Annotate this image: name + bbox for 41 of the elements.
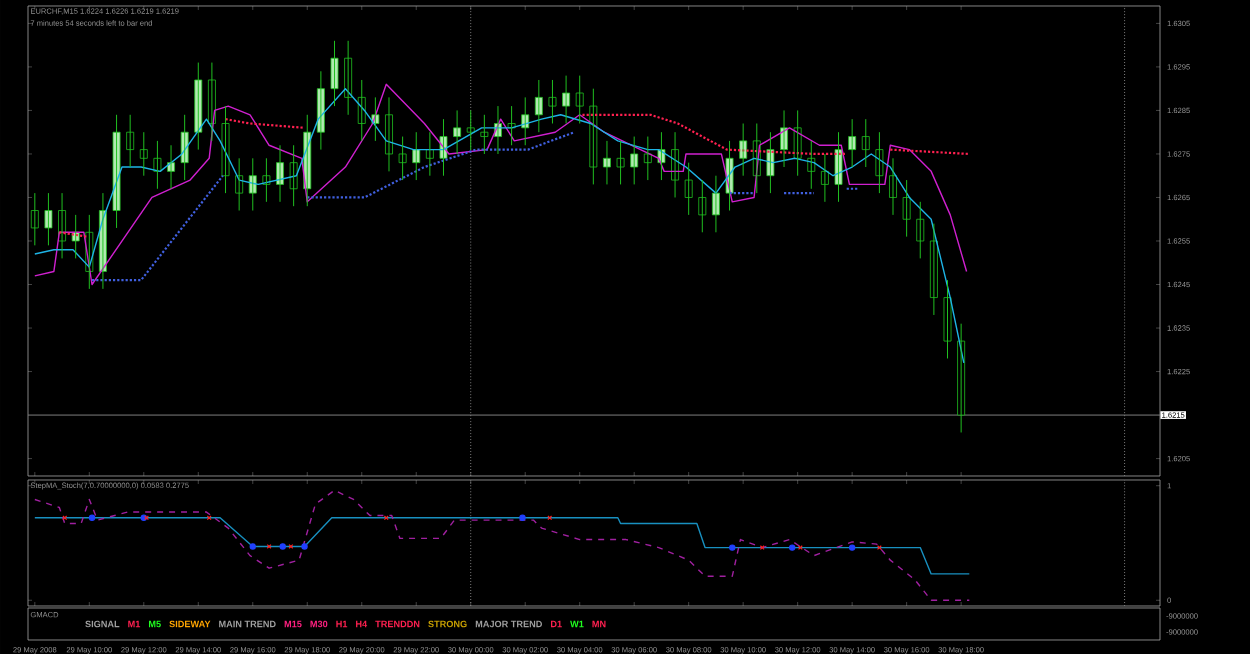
candlestick xyxy=(916,201,925,259)
candlestick xyxy=(861,118,870,168)
candlestick xyxy=(834,131,843,203)
point xyxy=(279,542,286,550)
candlestick xyxy=(153,140,162,190)
candlestick xyxy=(398,135,407,181)
candlestick xyxy=(289,144,298,207)
candlestick xyxy=(44,192,53,246)
line-series xyxy=(34,489,970,601)
line-series xyxy=(34,516,970,575)
point xyxy=(288,543,294,549)
candlestick xyxy=(112,114,121,229)
candlestick xyxy=(30,192,39,246)
candlestick xyxy=(548,79,557,124)
candlestick xyxy=(875,131,884,194)
point xyxy=(759,544,765,550)
point xyxy=(266,543,272,549)
candlestick xyxy=(330,40,339,107)
candlestick xyxy=(793,109,802,176)
candlestick xyxy=(766,131,775,194)
candlestick xyxy=(630,135,639,185)
point xyxy=(848,544,856,551)
candlestick xyxy=(262,157,271,203)
candlestick xyxy=(684,161,693,216)
candlestick xyxy=(616,140,625,185)
candlestick xyxy=(480,114,489,155)
candlestick xyxy=(698,179,707,233)
candlestick xyxy=(466,109,475,150)
candlestick xyxy=(589,87,598,185)
point xyxy=(519,514,526,521)
candlestick xyxy=(180,114,189,181)
candlestick xyxy=(943,279,952,359)
point xyxy=(88,514,96,521)
candlestick xyxy=(221,105,230,194)
point xyxy=(301,542,308,550)
point xyxy=(789,544,796,551)
candlestick xyxy=(902,179,911,237)
candlestick xyxy=(139,131,148,176)
point xyxy=(249,542,256,550)
candlestick xyxy=(575,74,584,124)
point xyxy=(729,544,736,551)
